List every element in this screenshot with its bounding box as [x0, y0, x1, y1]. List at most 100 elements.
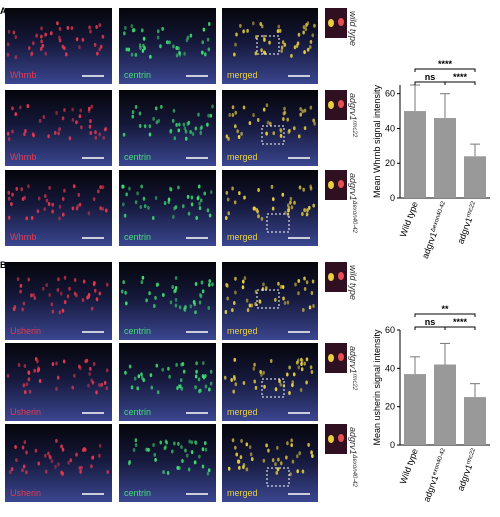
signal-spot: [75, 120, 78, 125]
signal-spot: [279, 127, 282, 132]
signal-spot: [301, 109, 304, 114]
signal-spot: [55, 110, 58, 115]
signal-spot: [95, 24, 98, 29]
signal-spot: [145, 447, 148, 452]
signal-spot: [122, 280, 125, 285]
signal-spot: [156, 390, 160, 395]
signal-spot: [204, 447, 208, 452]
channel-label: centrin: [124, 326, 151, 336]
y-axis-label: Mean usherin signal intensity: [372, 329, 382, 446]
signal-spot: [309, 39, 313, 44]
signal-spot: [246, 308, 250, 313]
signal-spot: [307, 442, 310, 447]
signal-spot: [7, 29, 11, 34]
signal-spot: [6, 52, 10, 57]
signal-spot: [139, 205, 143, 210]
signal-spot: [66, 294, 70, 299]
inset: [325, 262, 347, 292]
signal-spot: [63, 300, 67, 305]
category-name: Wild type: [398, 447, 420, 485]
signal-spot: [8, 470, 12, 475]
signal-spot: [266, 120, 270, 125]
signal-spot: [309, 365, 313, 370]
signal-spot: [152, 443, 155, 448]
signal-spot: [134, 200, 138, 205]
category-name: Wild type: [398, 200, 420, 238]
signal-spot: [81, 37, 85, 42]
signal-spot: [141, 376, 144, 381]
category-name: adgrv1: [420, 231, 439, 260]
signal-spot: [40, 39, 43, 44]
signal-spot: [242, 29, 245, 34]
signal-spot: [237, 459, 241, 464]
signal-spot: [105, 386, 109, 391]
signal-spot: [63, 275, 67, 280]
inset: [325, 90, 347, 120]
signal-spot: [42, 114, 46, 119]
signal-spot: [289, 196, 293, 201]
x-tick-label: adgrv1exon40-42: [421, 447, 450, 504]
x-tick-label: Wild type: [398, 447, 420, 485]
signal-spot: [201, 361, 205, 366]
significance-label: ****: [438, 59, 453, 69]
genotype-sup: Δexon40-42: [351, 200, 357, 234]
signal-spot: [305, 23, 308, 28]
signal-spot: [279, 382, 283, 387]
signal-spot: [201, 289, 205, 294]
signal-spot: [311, 33, 315, 38]
signal-spot: [71, 385, 75, 390]
signal-spot: [142, 196, 146, 201]
signal-spot: [98, 383, 101, 388]
signal-spot: [140, 372, 143, 377]
signal-spot: [207, 468, 211, 473]
signal-spot: [177, 441, 180, 446]
y-tick-label: 20: [385, 402, 395, 412]
signal-spot: [301, 469, 305, 474]
signal-spot: [67, 460, 70, 465]
signal-spot: [75, 293, 78, 298]
signal-spot: [40, 26, 43, 31]
signal-spot: [245, 442, 249, 447]
signal-spot: [25, 216, 29, 221]
signal-spot: [98, 443, 102, 448]
signal-spot: [312, 118, 315, 123]
signal-spot: [276, 29, 280, 34]
signal-spot: [279, 284, 283, 289]
signal-spot: [303, 287, 307, 292]
signal-spot: [168, 374, 171, 379]
signal-spot: [49, 31, 53, 36]
signal-spot: [155, 363, 159, 368]
signal-spot: [136, 191, 139, 196]
signal-spot: [201, 40, 205, 45]
signal-spot: [256, 117, 260, 122]
genotype-name: adgrv1: [348, 173, 358, 201]
inset-spot: [338, 434, 344, 442]
signal-spot: [73, 277, 77, 282]
signal-spot: [250, 457, 254, 462]
signal-spot: [293, 45, 297, 50]
signal-spot: [122, 202, 125, 207]
micrograph: [222, 262, 318, 340]
signal-spot: [75, 452, 78, 457]
signal-spot: [62, 359, 66, 364]
significance-label: **: [441, 304, 449, 314]
signal-spot: [303, 108, 307, 113]
signal-spot: [47, 451, 50, 456]
signal-spot: [125, 192, 128, 197]
signal-spot: [235, 32, 238, 37]
signal-spot: [209, 113, 213, 118]
signal-spot: [32, 41, 35, 46]
signal-spot: [123, 31, 126, 36]
signal-spot: [90, 306, 94, 311]
signal-spot: [227, 466, 231, 471]
signal-spot: [199, 388, 202, 393]
y-tick-label: 0: [390, 193, 395, 203]
signal-spot: [131, 110, 135, 115]
signal-spot: [225, 190, 229, 195]
signal-spot: [199, 131, 203, 136]
signal-spot: [248, 303, 252, 308]
signal-spot: [280, 48, 283, 53]
signal-spot: [89, 366, 92, 371]
signal-spot: [241, 285, 245, 290]
signal-spot: [130, 24, 134, 29]
